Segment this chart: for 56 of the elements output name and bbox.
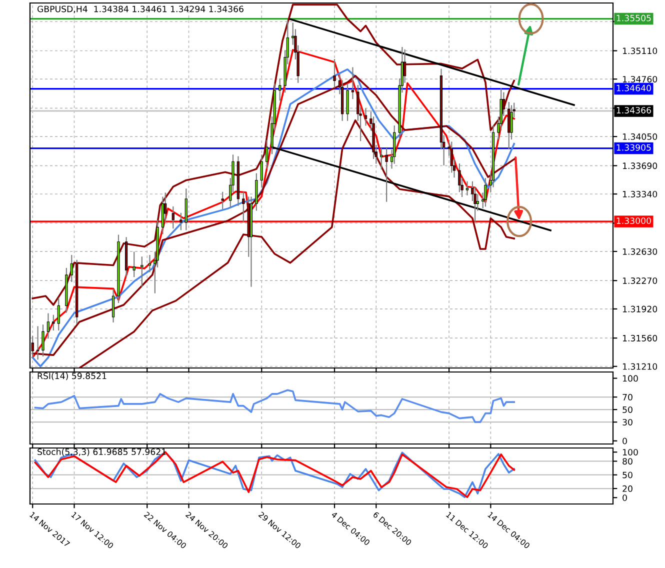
y-tick-label: 100 [622,448,638,456]
ref-line-label: 1.33000 [616,218,651,224]
candlestick [484,178,487,207]
chart-title: GBPUSD,H4 1.34384 1.34461 1.34294 1.34366 [37,6,244,14]
candlestick [148,254,152,272]
y-tick-label: 1.31560 [622,334,658,342]
candlestick [260,154,263,188]
candlestick [52,314,55,331]
candlestick [36,326,40,360]
y-tick-label: 100 [622,375,638,382]
y-tick-label: 1.31210 [622,363,658,370]
y-tick-label: 1.33340 [622,190,658,198]
candlestick [242,192,245,222]
ref-line-label: 1.35505 [616,14,651,22]
candlestick [46,313,50,339]
candlestick [184,188,188,230]
chart-title: Stoch(5,3,3) 61.9685 57.9621 [38,448,166,456]
candlestick [346,83,349,121]
y-tick-label: 50 [622,472,632,478]
y-tick-label: 1.32270 [622,277,658,284]
y-tick-label: 0 [622,438,627,444]
y-tick-label: 50 [622,406,632,413]
candlestick [466,181,469,196]
y-tick-label: 1.31920 [622,306,658,312]
y-tick-label: 80 [622,458,632,465]
ref-line-label: 1.33905 [616,144,651,151]
candlestick [364,108,368,126]
candlestick [508,102,510,150]
y-tick-label: 30 [622,418,632,426]
y-tick-label: 70 [622,394,632,400]
y-tick-label: 1.33690 [622,162,658,170]
candlestick [70,254,73,282]
y-tick-label: 1.34050 [622,133,658,140]
y-tick-label: 1.34760 [622,76,658,82]
candlestick [161,196,164,234]
ref-line-label: 1.34640 [616,84,651,92]
line-series [78,119,516,368]
candlestick [266,140,268,169]
candlestick [255,173,258,211]
candlestick [57,298,60,331]
candlestick [42,324,44,356]
candlestick [172,206,174,229]
candlestick [132,252,136,278]
y-tick-label: 0 [622,494,627,502]
chart-title: RSI(14) 59.8521 [38,372,106,380]
y-tick-label: 20 [622,485,632,492]
candlestick [221,192,224,210]
candlestick [140,256,144,287]
candlestick [380,148,383,170]
candlestick [112,288,115,322]
candlestick [180,212,182,230]
y-tick-label: 1.32630 [622,248,658,255]
ref-line-label: 1.34366 [616,106,651,114]
candlestick [278,78,282,101]
line-series [34,389,516,423]
y-tick-label: 1.35110 [622,48,658,54]
